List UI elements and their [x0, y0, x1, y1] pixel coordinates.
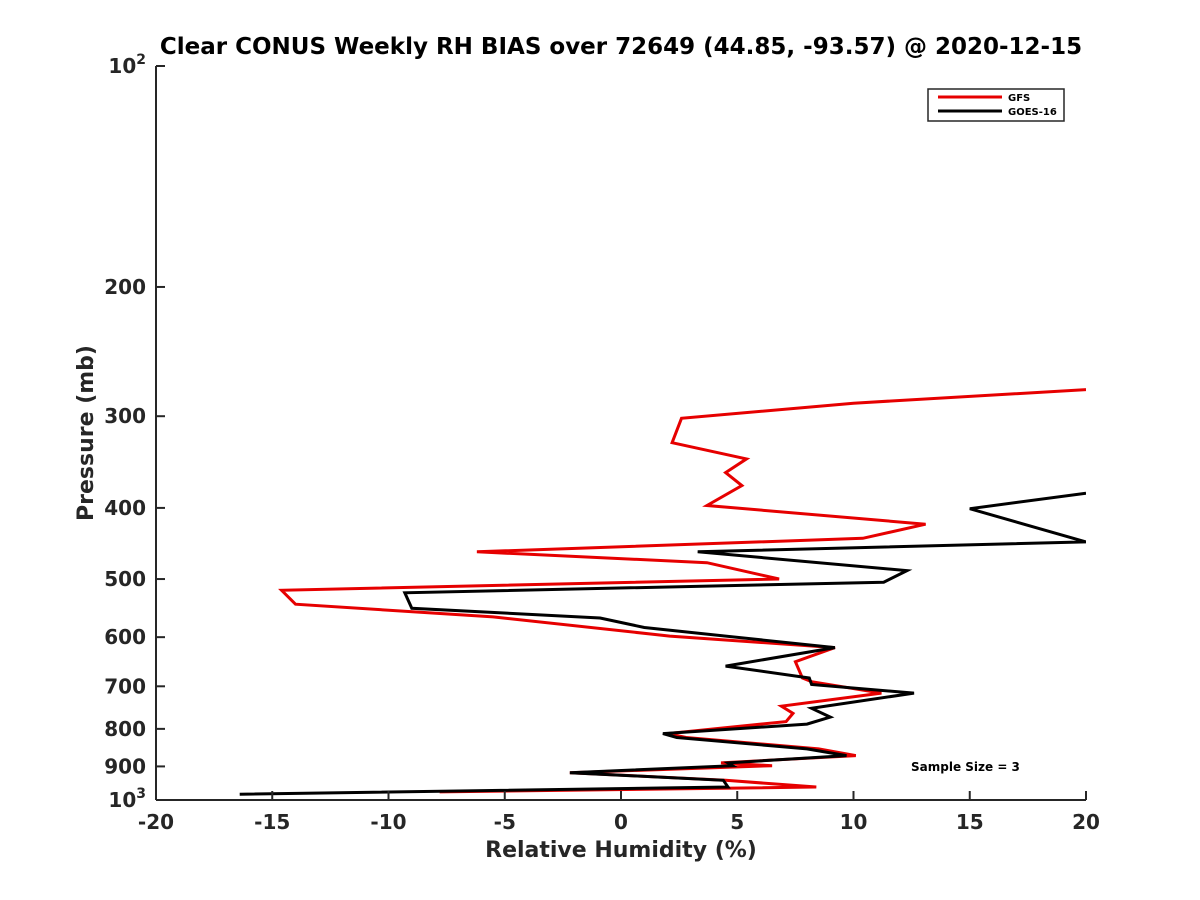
- goes16-profile-line: [239, 491, 1086, 796]
- y-tick-label-exponent: 3: [136, 786, 146, 802]
- legend-label-gfs: GFS: [1008, 93, 1030, 104]
- chart-title: Clear CONUS Weekly RH BIAS over 72649 (4…: [160, 34, 1082, 60]
- y-axis-label: Pressure (mb): [74, 345, 99, 521]
- y-tick-label: 700: [104, 674, 146, 698]
- legend-label-goes16: GOES-16: [1008, 107, 1057, 118]
- legend-box: [927, 88, 1065, 122]
- x-tick-label: 0: [614, 810, 628, 834]
- legend: GFS GOES-16: [927, 88, 1065, 122]
- y-tick-label: 200: [104, 275, 146, 299]
- y-tick-label: 600: [104, 625, 146, 649]
- axes: -20 -15 -10 -5 0 5 10 15 20 10220030040050060070…: [104, 52, 1100, 834]
- y-tick-label: 102: [108, 52, 146, 78]
- y-tick-label-exponent: 2: [136, 52, 146, 68]
- x-axis-label: Relative Humidity (%): [485, 838, 757, 863]
- x-tick-label: 20: [1072, 810, 1100, 834]
- x-tick-label: 10: [840, 810, 868, 834]
- sample-size-annotation: Sample Size = 3: [911, 760, 1020, 774]
- y-tick-label: 500: [104, 567, 146, 591]
- y-tick-label: 900: [104, 754, 146, 778]
- x-tick-label: -15: [254, 810, 290, 834]
- y-tick-label-base: 10: [108, 788, 136, 812]
- plot-area: [239, 388, 1086, 796]
- y-tick-label-base: 10: [108, 54, 136, 78]
- x-tick-label: -10: [370, 810, 406, 834]
- x-ticks: -20 -15 -10 -5 0 5 10 15 20: [138, 791, 1100, 834]
- x-tick-label: -20: [138, 810, 174, 834]
- goes16-series: [239, 491, 1086, 796]
- y-tick-label: 103: [108, 786, 146, 812]
- x-tick-label: -5: [494, 810, 516, 834]
- x-tick-label: 5: [730, 810, 744, 834]
- y-tick-label: 800: [104, 717, 146, 741]
- x-tick-label: 15: [956, 810, 984, 834]
- y-tick-label: 300: [104, 404, 146, 428]
- y-tick-label: 400: [104, 496, 146, 520]
